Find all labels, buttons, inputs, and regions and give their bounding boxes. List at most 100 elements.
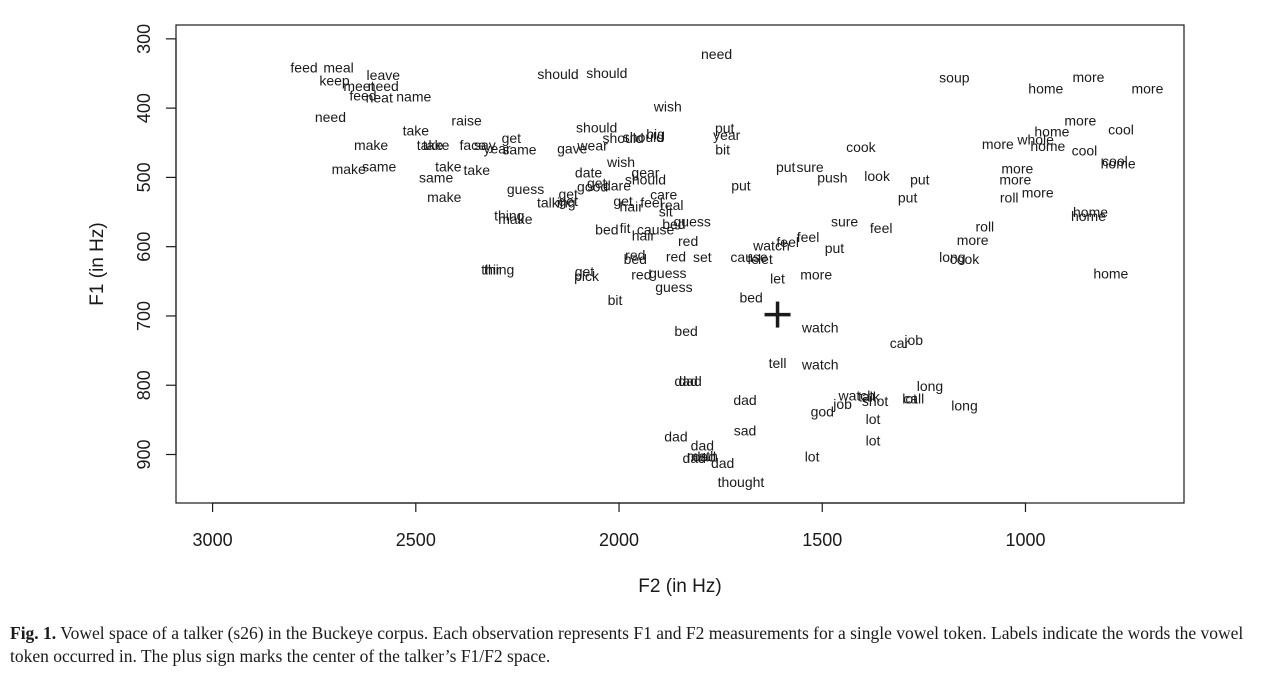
word-point: home bbox=[1071, 208, 1106, 224]
word-point: home bbox=[1030, 138, 1065, 154]
word-point: take bbox=[435, 158, 462, 174]
word-point: red bbox=[678, 233, 698, 249]
word-point: dad bbox=[683, 450, 706, 466]
word-point: shot bbox=[862, 393, 889, 409]
word-point: pick bbox=[574, 268, 600, 284]
word-point: raise bbox=[451, 113, 482, 129]
word-point: should bbox=[586, 65, 627, 81]
word-point: guess bbox=[649, 265, 686, 281]
word-point: put bbox=[898, 189, 918, 205]
word-point: more bbox=[1001, 160, 1033, 176]
word-point: home bbox=[1034, 124, 1069, 140]
word-point: gave bbox=[557, 140, 588, 156]
word-point: feel bbox=[776, 234, 799, 250]
word-point: thought bbox=[718, 474, 765, 490]
y-axis-title: F1 (in Hz) bbox=[87, 222, 108, 305]
word-point: year bbox=[713, 127, 741, 143]
x-tick-label: 3000 bbox=[193, 530, 233, 550]
center-marker bbox=[764, 301, 791, 328]
word-point: should bbox=[602, 130, 643, 146]
word-point: more bbox=[1131, 81, 1163, 97]
word-point: home bbox=[1101, 156, 1136, 172]
word-point: more bbox=[982, 136, 1014, 152]
word-point: get bbox=[558, 186, 578, 202]
word-point: put bbox=[910, 171, 930, 187]
word-point: dad bbox=[691, 438, 714, 454]
y-tick-label: 400 bbox=[134, 93, 154, 123]
caption-text: Vowel space of a talker (s26) in the Buc… bbox=[10, 623, 1244, 666]
x-axis: 3000 2500 2000 1500 1000 bbox=[193, 502, 1046, 550]
word-point: guess bbox=[507, 181, 544, 197]
word-point: cause bbox=[637, 221, 675, 237]
word-point: thing bbox=[484, 262, 514, 278]
word-point: cook bbox=[846, 139, 877, 155]
word-point: watch bbox=[838, 388, 876, 404]
word-point: bit bbox=[608, 292, 623, 308]
word-point: put bbox=[731, 178, 751, 194]
word-point: put bbox=[715, 120, 735, 136]
word-point: take bbox=[464, 162, 491, 178]
word-point: ing bbox=[557, 194, 576, 210]
word-point: make bbox=[427, 189, 461, 205]
word-point: more bbox=[1022, 185, 1054, 201]
word-point: set bbox=[693, 249, 712, 265]
word-point: meet bbox=[343, 78, 374, 94]
word-point: cool bbox=[1072, 142, 1098, 158]
word-point: dad bbox=[693, 449, 716, 465]
word-point: wear bbox=[576, 138, 608, 154]
word-point: sure bbox=[796, 159, 823, 175]
word-point: thir bbox=[481, 262, 501, 278]
y-tick-label: 500 bbox=[134, 162, 154, 192]
word-point: feel bbox=[870, 220, 893, 236]
word-point: roll bbox=[1000, 189, 1019, 205]
y-tick-label: 800 bbox=[134, 370, 154, 400]
word-point: dad bbox=[733, 392, 756, 408]
word-point: need bbox=[315, 109, 346, 125]
y-tick-label: 900 bbox=[134, 439, 154, 469]
word-point: dad bbox=[711, 455, 734, 471]
word-point: feel bbox=[640, 194, 663, 210]
word-point: care bbox=[650, 187, 677, 203]
word-point: roll bbox=[976, 219, 995, 235]
word-point: more bbox=[1064, 113, 1096, 129]
word-point: big bbox=[646, 126, 665, 142]
word-point: real bbox=[660, 197, 683, 213]
word-point: more bbox=[957, 232, 989, 248]
word-point: more bbox=[800, 266, 832, 282]
x-tick-label: 2500 bbox=[396, 530, 436, 550]
word-point: date bbox=[575, 165, 602, 181]
word-point: soup bbox=[939, 70, 970, 86]
x-tick-label: 2000 bbox=[599, 530, 639, 550]
word-point: dad bbox=[678, 373, 701, 389]
word-point: tell bbox=[769, 355, 787, 371]
word-point: wish bbox=[653, 99, 682, 115]
word-point: make bbox=[498, 211, 532, 227]
word-point: take bbox=[403, 122, 430, 138]
word-point: talk bbox=[858, 388, 881, 404]
word-point: dare bbox=[603, 178, 631, 194]
word-point: gear bbox=[631, 165, 659, 181]
word-point: neat bbox=[366, 90, 393, 106]
word-point: should bbox=[537, 66, 578, 82]
word-point: let bbox=[758, 251, 773, 267]
word-point: lot bbox=[866, 411, 881, 427]
word-point: cool bbox=[1102, 153, 1128, 169]
word-point: lot bbox=[805, 449, 820, 465]
word-point: push bbox=[817, 169, 847, 185]
word-point: get bbox=[575, 264, 595, 280]
word-point: sit bbox=[659, 203, 673, 219]
word-point: red bbox=[625, 247, 645, 263]
word-point: home bbox=[1073, 204, 1108, 220]
word-point: sad bbox=[734, 422, 757, 438]
word-point: feed bbox=[349, 88, 376, 104]
word-point: cause bbox=[730, 249, 768, 265]
word-point: lot bbox=[866, 433, 881, 449]
word-point: thing bbox=[494, 208, 524, 224]
word-point: should bbox=[576, 120, 617, 136]
y-tick-label: 300 bbox=[134, 24, 154, 54]
word-point: take bbox=[423, 137, 450, 153]
word-point: more bbox=[999, 171, 1031, 187]
word-point: red bbox=[631, 266, 651, 282]
word-point: feel bbox=[797, 229, 820, 245]
